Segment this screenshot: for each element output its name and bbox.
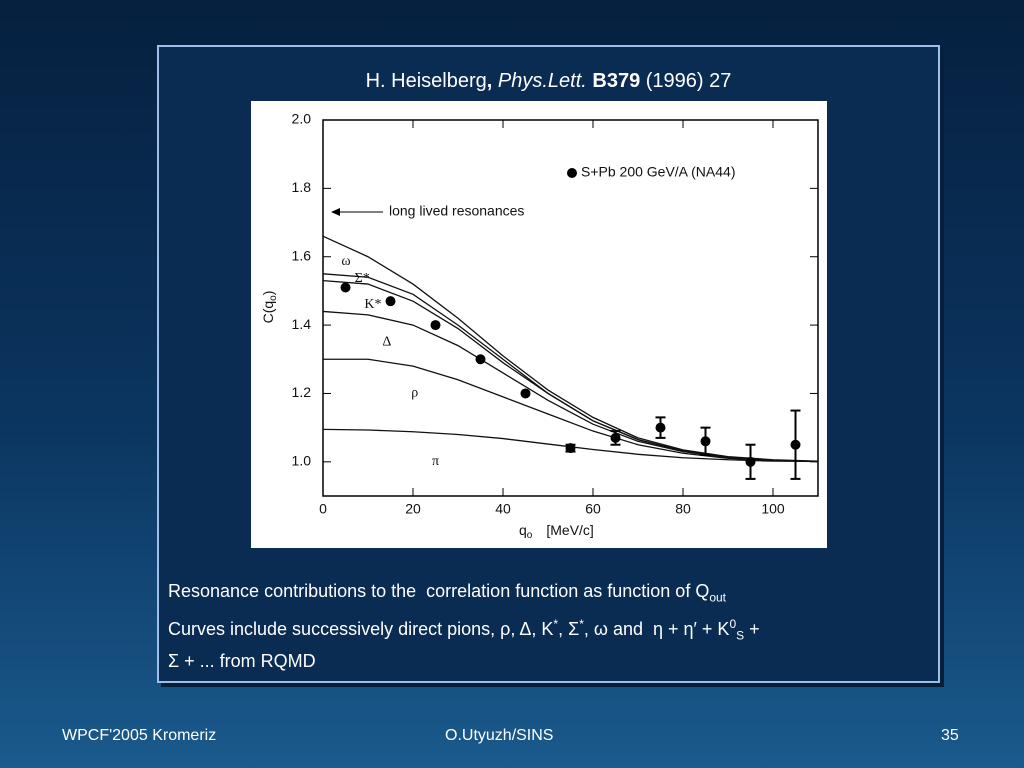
caption-line: Resonance contributions to the correlati…: [168, 578, 760, 611]
curve-label: ω: [341, 254, 350, 269]
x-axis-label: qo [MeV/c]: [519, 522, 594, 541]
arrow-head: [331, 208, 340, 216]
y-tick-label: 1.4: [292, 316, 312, 332]
x-tick-label: 0: [319, 501, 327, 517]
x-tick-label: 40: [495, 501, 511, 517]
slide-title: H. Heiselberg, Phys.Lett. B379 (1996) 27: [157, 70, 940, 93]
curve-label: K*: [364, 297, 381, 312]
year-page: (1996) 27: [645, 70, 732, 92]
y-tick-label: 1.2: [292, 384, 312, 400]
comma: ,: [486, 70, 493, 92]
x-tick-label: 100: [761, 501, 785, 517]
superscript: 0: [729, 616, 737, 631]
data-point: [745, 456, 756, 467]
caption-text: Resonance contributions to the correlati…: [168, 581, 710, 601]
curve: [322, 235, 819, 462]
x-tick-label: 80: [675, 501, 691, 517]
caption-text: +: [744, 618, 760, 639]
y-tick-label: 1.8: [292, 179, 312, 195]
curve: [323, 358, 819, 463]
footer-center: O.Utyuzh/SINS: [445, 727, 554, 744]
annotation: long lived resonances: [389, 203, 524, 219]
curve: [322, 310, 819, 463]
volume: B379: [592, 70, 641, 92]
y-tick-label: 1.0: [292, 453, 312, 469]
caption-text: , Σ: [558, 618, 580, 639]
journal: Phys.Lett.: [497, 70, 587, 92]
curve: [322, 280, 819, 463]
author: H. Heiselberg: [365, 70, 487, 92]
superscript: *: [579, 616, 584, 631]
caption-line: Curves include successively direct pions…: [168, 611, 760, 649]
data-point: [610, 432, 621, 443]
y-axis-label: C(qo): [260, 291, 279, 324]
y-tick-label: 1.6: [292, 247, 312, 263]
data-point: [700, 436, 711, 447]
data-point: [520, 388, 531, 399]
curve-label: π: [432, 454, 439, 469]
superscript: *: [553, 616, 559, 631]
x-tick-label: 60: [585, 501, 601, 517]
footer-left: WPCF'2005 Kromeriz: [62, 727, 217, 744]
data-point: [430, 320, 441, 331]
curve: [322, 273, 819, 463]
data-point: [565, 443, 576, 454]
chart: C(qo) qo [MeV/c] long lived resonances 1.…: [251, 101, 827, 548]
curve-label: ρ: [411, 386, 418, 401]
legend-marker: [567, 168, 577, 178]
data-point: [385, 296, 396, 307]
x-tick-label: 20: [405, 501, 421, 517]
caption-line: Σ + ... from RQMD: [168, 651, 316, 672]
data-point: [790, 439, 801, 450]
data-point: [655, 422, 666, 433]
subscript: S: [736, 628, 745, 643]
plot-frame: [322, 119, 819, 497]
data-point: [340, 282, 351, 293]
curve-label: Σ*: [355, 271, 370, 286]
curve-label: Δ: [382, 334, 391, 349]
caption-text: Curves include successively direct pions…: [168, 618, 554, 639]
data-point: [475, 354, 486, 365]
caption: Resonance contributions to the correlati…: [168, 578, 760, 674]
caption-text: , ω and η + η′ + K: [583, 618, 730, 639]
footer-right: 35: [941, 727, 959, 744]
y-tick-label: 2.0: [292, 111, 312, 127]
legend-label: S+Pb 200 GeV/A (NA44): [581, 164, 735, 180]
subscript: out: [709, 590, 727, 605]
